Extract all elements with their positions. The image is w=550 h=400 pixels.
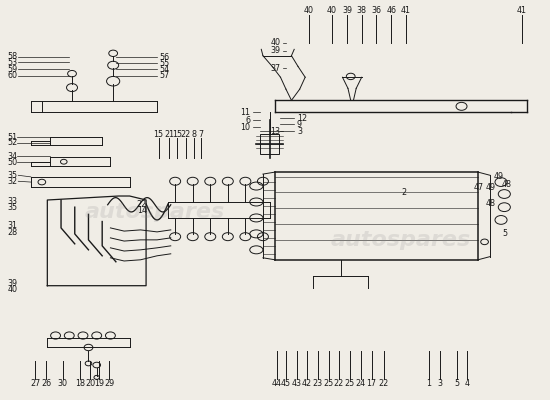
Text: 24: 24 [355,379,366,388]
Text: 5: 5 [455,379,460,388]
Text: 21: 21 [164,130,174,139]
Text: 28: 28 [7,228,18,237]
Text: 38: 38 [357,6,367,15]
Text: 22: 22 [378,379,389,388]
Text: 3: 3 [437,379,442,388]
Text: 30: 30 [58,379,68,388]
Text: 5: 5 [502,229,507,238]
Text: 41: 41 [517,6,527,15]
Text: 55: 55 [160,59,170,68]
Text: 39: 39 [7,279,18,288]
Text: 40: 40 [327,6,337,15]
Text: 49: 49 [486,183,496,192]
Text: autospares: autospares [84,202,224,222]
Text: 48: 48 [486,200,496,208]
Text: 7: 7 [199,130,204,139]
Text: 22: 22 [180,130,191,139]
Text: 59: 59 [7,65,18,74]
Text: 1: 1 [426,379,431,388]
Text: 57: 57 [160,71,170,80]
Text: 26: 26 [41,379,51,388]
Text: 35: 35 [7,171,18,180]
Text: 48: 48 [502,180,512,189]
Text: 45: 45 [281,379,291,388]
Text: 27: 27 [30,379,40,388]
Text: 29: 29 [104,379,114,388]
Text: 56: 56 [160,53,170,62]
Text: 34: 34 [7,152,17,161]
Text: 37: 37 [271,64,281,73]
Text: 22: 22 [137,200,147,209]
Text: 17: 17 [366,379,377,388]
Text: 25: 25 [344,379,355,388]
Text: 51: 51 [7,132,18,142]
Text: 25: 25 [323,379,334,388]
Text: 15: 15 [153,130,164,139]
Text: 40: 40 [304,6,314,15]
Text: 46: 46 [386,6,397,15]
Text: 20: 20 [85,379,95,388]
Text: 40: 40 [7,285,17,294]
Text: 58: 58 [7,52,18,61]
Text: 43: 43 [292,379,302,388]
Text: 11: 11 [240,108,250,117]
Text: 6: 6 [245,116,250,125]
Text: 18: 18 [75,379,85,388]
Text: 49: 49 [493,172,503,181]
Text: 52: 52 [7,138,18,148]
Text: 4: 4 [465,379,470,388]
Text: 12: 12 [297,114,307,123]
Text: 9: 9 [297,120,302,129]
Text: 22: 22 [333,379,344,388]
Text: 13: 13 [271,127,281,136]
Text: 42: 42 [302,379,312,388]
Text: 39: 39 [342,6,353,15]
Text: 15: 15 [172,130,183,139]
Text: 19: 19 [95,379,104,388]
Text: 47: 47 [474,183,483,192]
Text: 39: 39 [271,46,281,55]
Text: autospares: autospares [331,230,471,250]
Bar [260,134,279,154]
Text: 14: 14 [137,206,147,215]
Text: 10: 10 [240,122,250,132]
Text: 3: 3 [297,127,302,136]
Text: 2: 2 [401,188,406,196]
Text: 40: 40 [271,38,281,47]
Text: 31: 31 [7,222,17,230]
Text: 33: 33 [7,198,17,206]
Text: 50: 50 [7,158,18,167]
Text: 41: 41 [400,6,410,15]
Text: 23: 23 [313,379,323,388]
Text: 35: 35 [7,204,18,212]
Text: 44: 44 [272,379,282,388]
Text: 32: 32 [7,177,18,186]
Text: 53: 53 [7,58,18,67]
Text: 36: 36 [371,6,382,15]
Text: 54: 54 [160,65,170,74]
Text: 60: 60 [7,71,17,80]
Text: 8: 8 [192,130,197,139]
